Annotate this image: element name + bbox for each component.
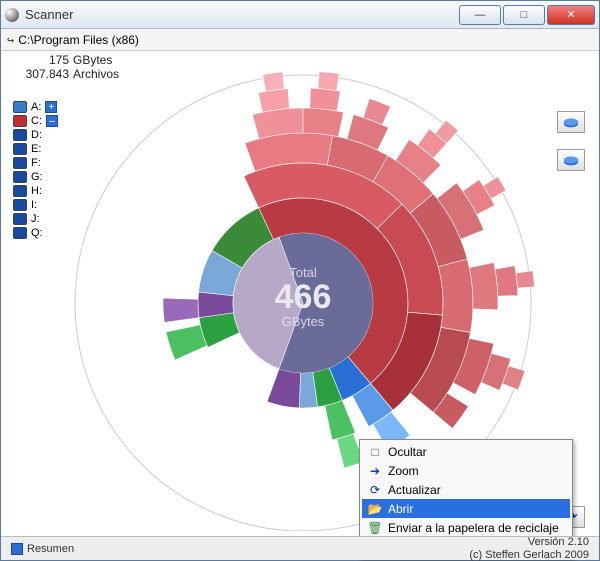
drive-icon bbox=[13, 171, 27, 183]
path-bar[interactable]: ↪ C:\Program Files (x86) bbox=[1, 29, 599, 51]
context-menu-icon: 📂 bbox=[368, 502, 382, 516]
close-button[interactable]: ✕ bbox=[547, 5, 595, 25]
path-arrow-icon: ↪ bbox=[7, 33, 14, 47]
context-menu-label: Actualizar bbox=[388, 483, 441, 497]
window-title: Scanner bbox=[25, 7, 459, 22]
resumen-icon bbox=[11, 543, 23, 555]
context-menu-icon: ⟳ bbox=[368, 483, 382, 497]
drive-icon bbox=[13, 115, 27, 127]
drive-label: C: bbox=[31, 115, 42, 127]
app-icon bbox=[5, 8, 19, 22]
drive-icon bbox=[13, 185, 27, 197]
size-unit: GBytes bbox=[73, 53, 112, 67]
context-menu-item[interactable]: 📂 Abrir bbox=[362, 499, 570, 518]
drive-label: Q: bbox=[31, 227, 43, 239]
drive-label: G: bbox=[31, 171, 43, 183]
drive-icon bbox=[13, 213, 27, 225]
drive-label: J: bbox=[31, 213, 40, 225]
drive-label: H: bbox=[31, 185, 42, 197]
titlebar: Scanner — □ ✕ bbox=[1, 1, 599, 29]
context-menu-item[interactable]: □ Ocultar bbox=[362, 442, 570, 461]
context-menu-label: Enviar a la papelera de reciclaje bbox=[388, 521, 559, 535]
context-menu-icon: 🗑 bbox=[368, 521, 382, 535]
version-label: Versión 2.10 bbox=[469, 536, 589, 548]
context-menu-icon: ➔ bbox=[368, 464, 382, 478]
context-menu-label: Zoom bbox=[388, 464, 419, 478]
drive-label: I: bbox=[31, 199, 37, 211]
context-menu-item[interactable]: ➔ Zoom bbox=[362, 461, 570, 480]
size-value: 175 bbox=[9, 53, 69, 67]
drive-icon bbox=[13, 129, 27, 141]
maximize-button[interactable]: □ bbox=[503, 5, 545, 25]
drive-icon bbox=[13, 157, 27, 169]
minimize-button[interactable]: — bbox=[459, 5, 501, 25]
copyright-label: (c) Steffen Gerlach 2009 bbox=[469, 549, 589, 561]
drive-icon bbox=[13, 199, 27, 211]
drive-icon bbox=[13, 227, 27, 239]
context-menu-item[interactable]: ⟳ Actualizar bbox=[362, 480, 570, 499]
context-menu-icon: □ bbox=[368, 445, 382, 459]
context-menu-label: Ocultar bbox=[388, 445, 427, 459]
drive-label: E: bbox=[31, 143, 41, 155]
drive-label: F: bbox=[31, 157, 41, 169]
context-menu-item[interactable]: 🗑 Enviar a la papelera de reciclaje bbox=[362, 518, 570, 537]
drive-label: A: bbox=[31, 101, 41, 113]
drive-icon bbox=[13, 101, 27, 113]
context-menu-label: Abrir bbox=[388, 502, 413, 516]
drive-icon bbox=[13, 143, 27, 155]
drive-label: D: bbox=[31, 129, 42, 141]
path-text: C:\Program Files (x86) bbox=[18, 33, 139, 47]
resumen-link[interactable]: Resumen bbox=[27, 543, 74, 555]
